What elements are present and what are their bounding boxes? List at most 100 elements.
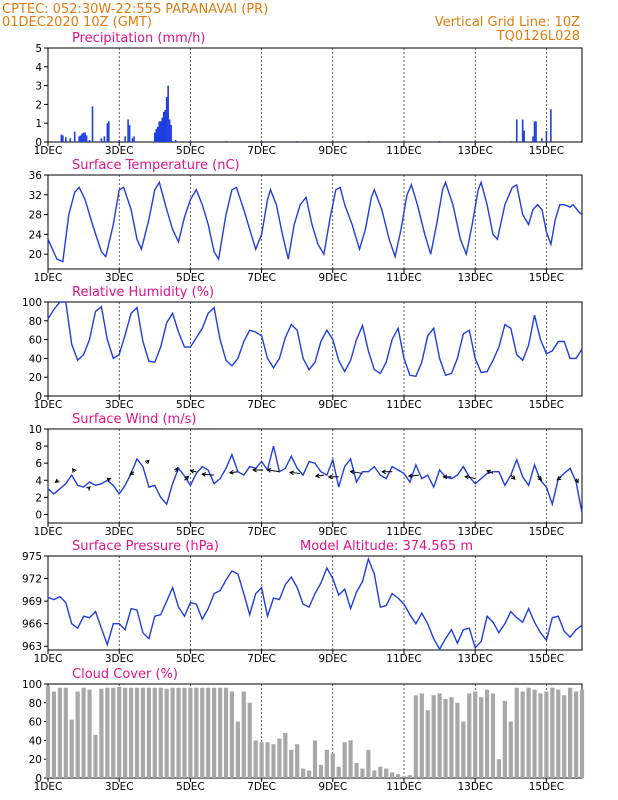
y-tick-label: 100 (22, 297, 42, 309)
cloud-bar (271, 744, 276, 778)
cloud-bar (372, 770, 377, 778)
cloud-bar (330, 753, 335, 778)
cloud-bar (502, 700, 507, 778)
x-tick-label: 5DEC (176, 272, 205, 284)
cloud-bar (63, 687, 68, 778)
wind-vector-head (407, 473, 413, 479)
x-tick-label: 3DEC (105, 272, 134, 284)
cloud-bar (223, 687, 229, 778)
y-tick-label: 963 (22, 641, 42, 653)
wind-vector-head (228, 469, 234, 475)
precip-bar (260, 141, 263, 142)
cloud-bar (170, 687, 175, 778)
precip-bar (69, 138, 72, 142)
precip-bar (156, 126, 159, 142)
precip-bar (60, 134, 63, 142)
x-tick-label: 3DEC (105, 526, 134, 538)
y-tick-label: 28 (29, 210, 42, 222)
cloud-bar (194, 687, 199, 778)
model-altitude: Model Altitude: 374.565 m (300, 539, 473, 554)
x-tick-label: 9DEC (318, 399, 347, 411)
cloud-bar (57, 687, 62, 778)
cloud-bar (484, 689, 490, 778)
cloud-bar (283, 732, 288, 778)
x-tick-label: 13DEC (457, 781, 492, 793)
panel-5: Surface Pressure (hPa) Model Altitude: 37… (22, 539, 583, 665)
cloud-bar (99, 688, 104, 778)
y-tick-label: 36 (29, 170, 43, 182)
cloud-bar (182, 687, 187, 778)
wind-vector-head (442, 474, 448, 480)
x-tick-label: 1DEC (34, 272, 63, 284)
cloud-bar (105, 687, 110, 778)
x-tick-label: 15DEC (529, 272, 564, 284)
x-tick-label: 11DEC (386, 272, 421, 284)
precip-bar (296, 141, 298, 142)
y-tick-label: 10 (29, 424, 42, 436)
precip-bar (81, 133, 83, 142)
cloud-bar (550, 687, 555, 778)
precip-bar (535, 121, 537, 142)
wind-vector-head (327, 474, 333, 480)
panel-1: Precipitation (mm/h) 0 1 2 3 4 5 1DEC 3DEC 5DEC 7D… (34, 31, 583, 157)
cloud-bar (490, 693, 496, 778)
x-tick-label: 3DEC (105, 653, 134, 665)
wind-vector-head (556, 476, 562, 481)
wind-vector-head (106, 477, 112, 483)
cloud-bar (306, 770, 312, 778)
x-tick-label: 11DEC (386, 526, 421, 538)
plot-frame (47, 174, 583, 270)
precip-bar (128, 125, 131, 142)
panel-3: Relative Humidity (%) 0 20 40 60 80 100 1DEC 3DE… (22, 285, 583, 411)
x-tick-label: 15DEC (529, 145, 564, 157)
precip-bar (79, 135, 82, 142)
cloud-bar (573, 691, 579, 778)
cloud-bar (123, 687, 128, 778)
precip-bar (474, 141, 476, 142)
wind-vector (408, 474, 419, 477)
cloud-bar (318, 764, 324, 778)
x-tick-label: 5DEC (176, 526, 205, 538)
cloud-bar (140, 687, 146, 778)
panel-title: Surface Pressure (hPa) (72, 539, 219, 554)
cloud-bar (579, 689, 585, 778)
wind-vector-head (201, 472, 206, 477)
cloud-bar (390, 772, 395, 778)
precip-bar (523, 130, 525, 142)
panel-6: Cloud Cover (%) 0 20 40 60 80 100 1DEC 3DEC 5DEC 7… (22, 667, 585, 793)
cloud-bar (467, 693, 472, 778)
cloud-bar (289, 749, 294, 778)
x-tick-label: 3DEC (105, 399, 134, 411)
panels: Precipitation (mm/h) 0 1 2 3 4 5 1DEC 3DEC 5DEC 7D… (22, 31, 585, 793)
precip-bar (174, 140, 177, 142)
cloud-bar (425, 710, 430, 778)
cloud-bar (312, 740, 318, 778)
cloud-bar (217, 687, 223, 778)
wind-vector-head (381, 469, 386, 475)
wind-vector (350, 470, 363, 474)
y-tick-label: 1 (35, 118, 42, 130)
y-tick-label: 4 (35, 475, 42, 487)
wind-vector (486, 469, 494, 474)
precip-bar (161, 117, 164, 142)
plot-frame (47, 301, 583, 397)
cloud-bar (473, 691, 478, 778)
wind-vector-head (189, 468, 195, 474)
cloud-bar (366, 749, 371, 778)
precip-bar (164, 110, 166, 142)
wind-vector-head (349, 469, 355, 475)
cloud-bar (431, 695, 436, 778)
cloud-bar (229, 691, 235, 778)
precip-bar (88, 140, 91, 142)
precip-bar (225, 141, 227, 142)
x-tick-label: 13DEC (457, 145, 492, 157)
cloud-bar (117, 686, 122, 778)
x-tick-label: 9DEC (318, 145, 347, 157)
y-tick-label: 100 (22, 679, 42, 691)
wind-vector (229, 471, 238, 474)
cloud-bar (419, 693, 424, 778)
precip-bar (510, 141, 512, 142)
header-grid-info: Vertical Grid Line: 10Z (435, 15, 580, 30)
x-tick-label: 11DEC (386, 399, 421, 411)
